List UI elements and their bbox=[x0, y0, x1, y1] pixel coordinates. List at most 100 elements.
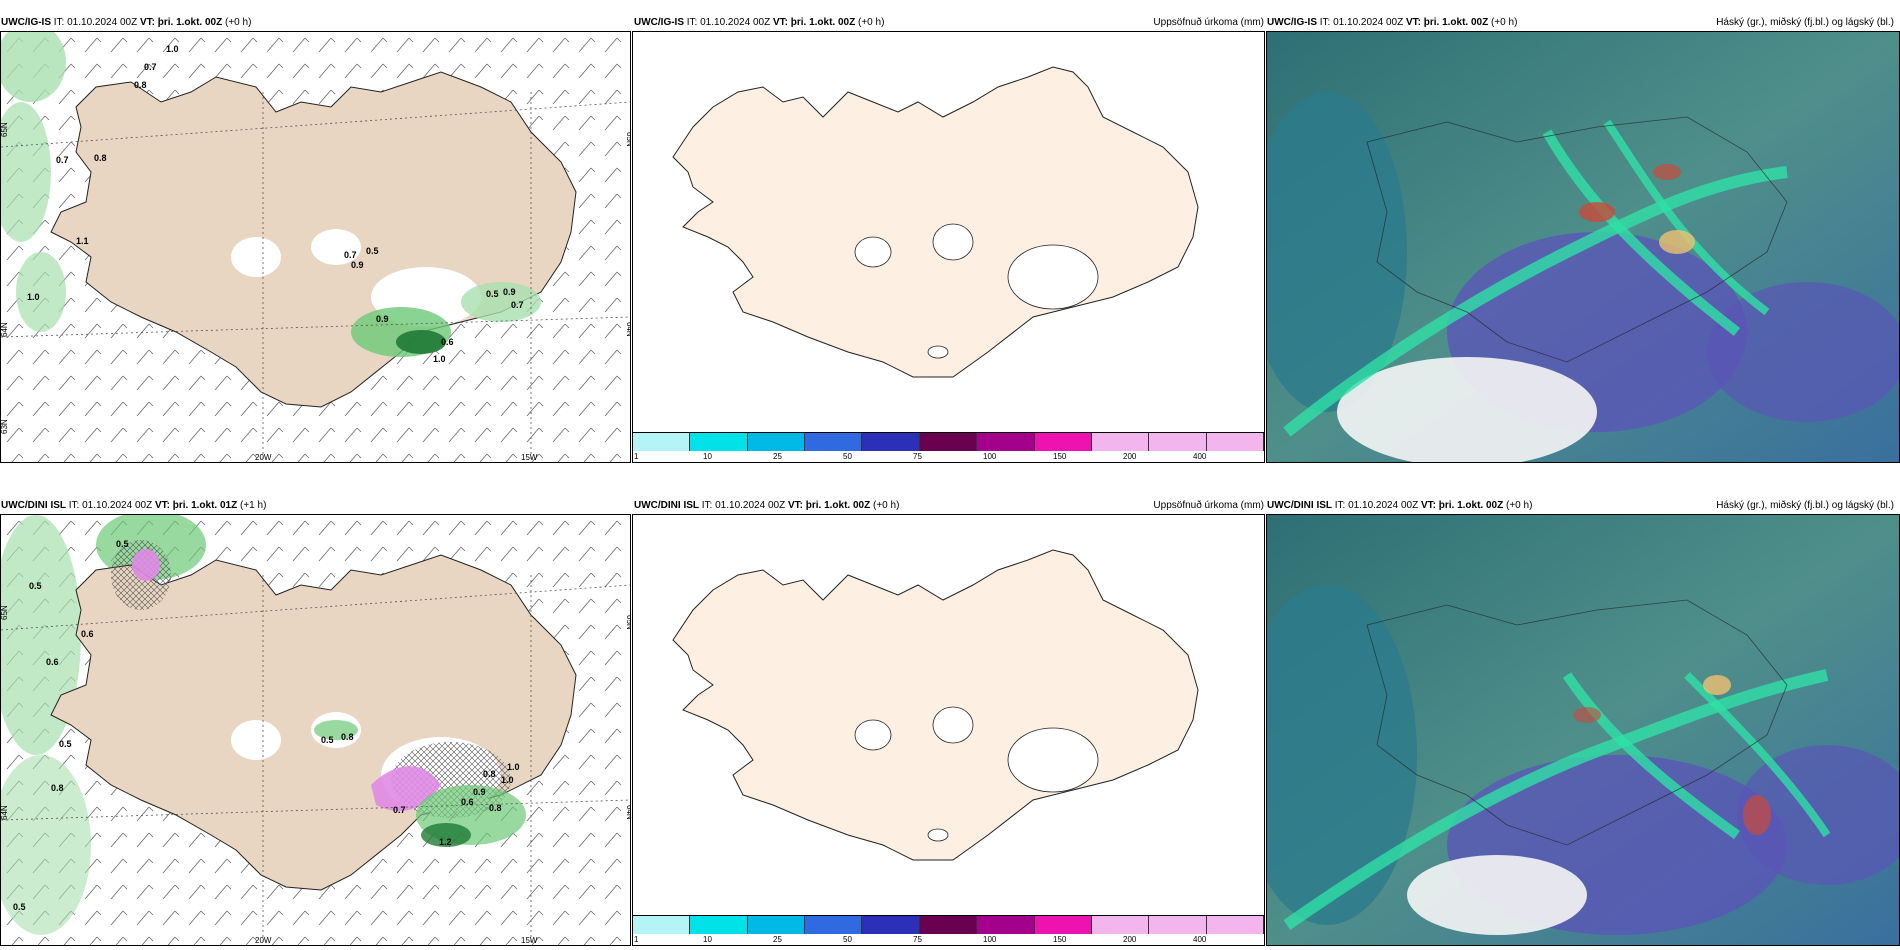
colorbar-segment bbox=[1034, 433, 1092, 451]
panel-field-title: Háský (gr.), miðský (fj.bl.) og lágský (… bbox=[1716, 17, 1894, 28]
colorbar-tick: 10 bbox=[703, 935, 712, 944]
colorbar-tick: 100 bbox=[983, 935, 997, 944]
colorbar-segment bbox=[747, 433, 806, 451]
lat-label: 65N bbox=[625, 132, 630, 147]
colorbar-segment bbox=[919, 916, 978, 934]
colorbar-segment bbox=[1091, 433, 1150, 451]
lat-label: 64N bbox=[625, 322, 630, 337]
precip-value-label: 0.8 bbox=[489, 803, 502, 813]
colorbar-segment bbox=[862, 916, 920, 934]
colorbar-segment bbox=[977, 916, 1035, 934]
precip-value-label: 1.0 bbox=[27, 292, 40, 302]
colorbar-tick: 400 bbox=[1193, 935, 1207, 944]
precip-value-label: 0.8 bbox=[134, 80, 147, 90]
precip-value-label: 0.5 bbox=[29, 581, 42, 591]
wind-precip-map: 65N 64N 65N 64N 20W 15W 0.5 0.5 0.6 0.6 … bbox=[1, 515, 630, 945]
colorbar-segment bbox=[1034, 916, 1092, 934]
precip-value-label: 0.7 bbox=[344, 250, 357, 260]
panel-header: UWC/IG-IS IT: 01.10.2024 00Z VT: þri. 1.… bbox=[1, 17, 252, 28]
panel-header: UWC/DINI ISL IT: 01.10.2024 00Z VT: þri.… bbox=[1267, 500, 1533, 511]
colorbar-segment bbox=[805, 433, 863, 451]
colorbar-tick: 75 bbox=[913, 452, 922, 461]
clouds-map bbox=[1267, 515, 1899, 945]
precip-value-label: 0.6 bbox=[461, 797, 474, 807]
colorbar-tick: 10 bbox=[703, 452, 712, 461]
precip-value-label: 0.6 bbox=[46, 657, 59, 667]
precip-value-label: 0.8 bbox=[51, 783, 64, 793]
precip-value-label: 0.9 bbox=[503, 287, 516, 297]
colorbar-ticks: 1 10 25 50 75 100 150 200 400 bbox=[633, 935, 1264, 945]
colorbar-segment bbox=[1091, 916, 1150, 934]
panel-header: UWC/IG-IS IT: 01.10.2024 00Z VT: þri. 1.… bbox=[634, 17, 885, 28]
panel-field-title: Uppsöfnuð úrkoma (mm) bbox=[1153, 17, 1264, 28]
accum-precip-map bbox=[633, 515, 1264, 915]
colorbar-segment bbox=[1206, 916, 1264, 934]
precip-value-label: 0.5 bbox=[486, 289, 499, 299]
colorbar-tick: 400 bbox=[1193, 452, 1207, 461]
precip-value-label: 0.8 bbox=[94, 153, 107, 163]
colorbar-segment bbox=[690, 916, 748, 934]
precip-value-label: 0.5 bbox=[13, 902, 26, 912]
panel-header: UWC/DINI ISL IT: 01.10.2024 00Z VT: þri.… bbox=[1, 500, 267, 511]
colorbar-segment bbox=[1149, 916, 1207, 934]
panel-header: UWC/DINI ISL IT: 01.10.2024 00Z VT: þri.… bbox=[634, 500, 900, 511]
lon-label: 15W bbox=[521, 936, 538, 945]
precip-colorbar bbox=[633, 432, 1264, 451]
lat-label: 64N bbox=[625, 805, 630, 820]
colorbar-segment bbox=[862, 433, 920, 451]
colorbar-tick: 50 bbox=[843, 935, 852, 944]
precip-value-label: 0.8 bbox=[341, 732, 354, 742]
colorbar-tick: 1 bbox=[634, 935, 639, 944]
colorbar-tick: 100 bbox=[983, 452, 997, 461]
precip-value-label: 0.7 bbox=[144, 62, 157, 72]
precip-value-label: 0.9 bbox=[351, 260, 364, 270]
precip-value-label: 1.0 bbox=[166, 44, 179, 54]
clouds-map bbox=[1267, 32, 1899, 462]
lat-label: 65N bbox=[1, 605, 9, 620]
precip-value-label: 0.8 bbox=[483, 769, 496, 779]
precip-value-label: 0.6 bbox=[81, 629, 94, 639]
colorbar-segment bbox=[1149, 433, 1207, 451]
wind-precip-map: 65N 64N 63N 65N 64N 20W 15W 1.0 0.7 0.8 … bbox=[1, 32, 630, 462]
colorbar-tick: 200 bbox=[1123, 935, 1137, 944]
precip-value-label: 0.7 bbox=[56, 155, 69, 165]
colorbar-tick: 200 bbox=[1123, 452, 1137, 461]
colorbar-segment bbox=[747, 916, 806, 934]
precip-value-label: 1.2 bbox=[439, 837, 452, 847]
colorbar-segment bbox=[919, 433, 978, 451]
precip-value-label: 0.7 bbox=[511, 300, 524, 310]
colorbar-segment bbox=[805, 916, 863, 934]
colorbar-ticks: 1 10 25 50 75 100 150 200 400 bbox=[633, 452, 1264, 462]
colorbar-tick: 150 bbox=[1053, 935, 1067, 944]
precip-value-label: 0.5 bbox=[366, 246, 379, 256]
lat-label: 65N bbox=[625, 615, 630, 630]
colorbar-tick: 150 bbox=[1053, 452, 1067, 461]
colorbar-segment bbox=[690, 433, 748, 451]
lat-label: 64N bbox=[1, 322, 9, 337]
colorbar-tick: 50 bbox=[843, 452, 852, 461]
precip-value-label: 0.5 bbox=[116, 539, 129, 549]
precip-value-label: 0.6 bbox=[441, 337, 454, 347]
precip-value-label: 0.5 bbox=[321, 735, 334, 745]
colorbar-segment bbox=[1206, 433, 1264, 451]
lat-label: 63N bbox=[1, 419, 9, 434]
precip-value-label: 1.0 bbox=[433, 354, 446, 364]
lon-label: 15W bbox=[521, 453, 538, 462]
colorbar-tick: 25 bbox=[773, 452, 782, 461]
lat-label: 64N bbox=[1, 805, 9, 820]
precip-value-label: 0.5 bbox=[59, 739, 72, 749]
panel-field-title: Háský (gr.), miðský (fj.bl.) og lágský (… bbox=[1716, 500, 1894, 511]
precip-value-label: 1.0 bbox=[507, 762, 520, 772]
colorbar-segment bbox=[977, 433, 1035, 451]
panel-header: UWC/IG-IS IT: 01.10.2024 00Z VT: þri. 1.… bbox=[1267, 17, 1518, 28]
accum-precip-map bbox=[633, 32, 1264, 432]
lon-label: 20W bbox=[255, 936, 272, 945]
colorbar-tick: 1 bbox=[634, 452, 639, 461]
precip-value-label: 0.9 bbox=[376, 314, 389, 324]
precip-value-label: 1.0 bbox=[501, 775, 514, 785]
colorbar-tick: 25 bbox=[773, 935, 782, 944]
precip-value-label: 1.1 bbox=[76, 236, 89, 246]
lon-label: 20W bbox=[255, 453, 272, 462]
panel-field-title: Uppsöfnuð úrkoma (mm) bbox=[1153, 500, 1264, 511]
precip-value-label: 0.9 bbox=[473, 787, 486, 797]
